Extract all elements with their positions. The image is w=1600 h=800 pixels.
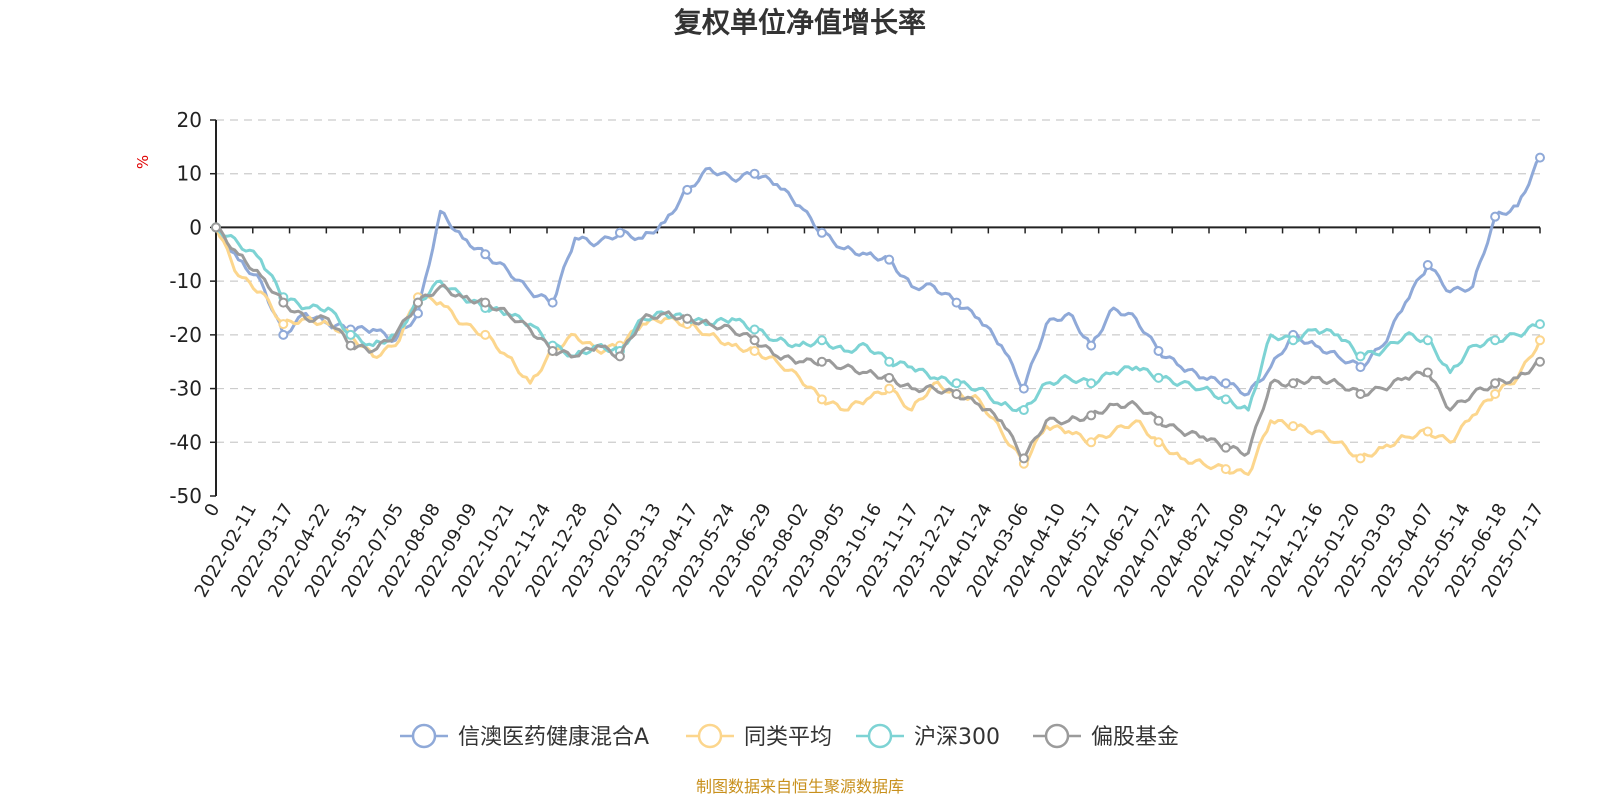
series-point [1288, 378, 1299, 389]
series-point [1220, 464, 1231, 475]
y-tick-label: 10 [177, 162, 202, 186]
series-point [614, 227, 625, 238]
x-axis: 02022-02-112022-03-172022-04-222022-05-3… [191, 226, 1548, 601]
series-point [480, 249, 491, 260]
series-point [1422, 426, 1433, 437]
legend-label: 偏股基金 [1091, 725, 1179, 750]
series-point [1355, 388, 1366, 399]
series-line-2 [214, 226, 1541, 413]
series-point [884, 356, 895, 367]
series-point [1288, 335, 1299, 346]
series-point [1355, 362, 1366, 373]
series-point [211, 222, 221, 233]
legend[interactable]: 信澳医药健康混合A 同类平均 沪深300 偏股基金 [400, 723, 1179, 750]
y-axis: 20 10 0 -10 -20 -30 -40 -50 [169, 108, 217, 508]
series-point [1422, 367, 1433, 378]
series-point [1422, 260, 1433, 271]
series-point [1490, 211, 1501, 222]
series-point [816, 227, 827, 238]
series-point [278, 329, 289, 340]
legend-label: 沪深300 [914, 725, 1000, 750]
legend-label: 同类平均 [744, 725, 832, 750]
y-tick-label: 0 [189, 215, 202, 239]
series-point [1220, 394, 1231, 405]
series-point [1153, 415, 1164, 426]
series-point [1355, 453, 1366, 464]
series-point [1086, 410, 1097, 421]
series-point [1490, 335, 1501, 346]
legend-marker-icon [1044, 723, 1070, 749]
x-tick-label: 0 [200, 500, 224, 520]
series-point [345, 340, 356, 351]
series-point [547, 297, 558, 308]
y-tick-label: -30 [169, 377, 202, 401]
y-tick-label: -50 [169, 484, 202, 508]
series-point [816, 394, 827, 405]
series-point [749, 324, 760, 335]
series-lines [211, 152, 1545, 476]
legend-item-1[interactable]: 同类平均 [686, 723, 832, 750]
series-point [816, 356, 827, 367]
y-tick-label: -40 [169, 430, 202, 454]
legend-marker-icon [867, 723, 893, 749]
source-note: 制图数据来自恒生聚源数据库 [696, 777, 904, 796]
series-line-3 [215, 225, 1541, 460]
legend-item-0[interactable]: 信澳医药健康混合A [400, 723, 649, 750]
series-point [480, 297, 491, 308]
series-point [682, 313, 693, 324]
series-point [614, 351, 625, 362]
series-point [1220, 378, 1231, 389]
series-point [1086, 437, 1097, 448]
legend-marker-icon [411, 723, 437, 749]
series-point [749, 345, 760, 356]
legend-label: 信澳医药健康混合A [458, 725, 649, 750]
series-point [682, 184, 693, 195]
series-point [1018, 405, 1029, 416]
series-point [1535, 152, 1545, 163]
series-point [1018, 383, 1029, 394]
y-axis-label: % [134, 155, 152, 169]
series-point [951, 388, 962, 399]
y-tick-label: -10 [169, 269, 202, 293]
legend-item-3[interactable]: 偏股基金 [1033, 723, 1179, 750]
series-point [345, 329, 356, 340]
series-point [278, 297, 289, 308]
series-point [1490, 378, 1501, 389]
series-point [816, 335, 827, 346]
series-point [884, 383, 895, 394]
series-point [1422, 335, 1433, 346]
series-point [749, 335, 760, 346]
series-point [1153, 372, 1164, 383]
series-point [1535, 319, 1545, 330]
series-point [480, 329, 491, 340]
series-point [1153, 345, 1164, 356]
series-point [1288, 421, 1299, 432]
chart-title: 复权单位净值增长率 [674, 6, 926, 39]
series-point [951, 297, 962, 308]
series-point [1535, 335, 1545, 346]
series-point [1153, 437, 1164, 448]
series-line-1 [214, 226, 1542, 476]
series-point [884, 254, 895, 265]
y-tick-label: -20 [169, 323, 202, 347]
series-point [547, 345, 558, 356]
series-point [1220, 442, 1231, 453]
series-point [1355, 351, 1366, 362]
series-line-0 [215, 156, 1542, 397]
legend-item-2[interactable]: 沪深300 [856, 723, 1000, 750]
series-point [884, 372, 895, 383]
y-tick-label: 20 [177, 108, 202, 132]
series-point [412, 297, 423, 308]
grid-lines [216, 119, 1540, 443]
series-point [951, 378, 962, 389]
series-point [278, 319, 289, 330]
series-point [1086, 340, 1097, 351]
series-point [1535, 356, 1545, 367]
series-point [1018, 453, 1029, 464]
series-point [1490, 388, 1501, 399]
series-point [749, 168, 760, 179]
legend-marker-icon [697, 723, 723, 749]
series-point [1086, 378, 1097, 389]
